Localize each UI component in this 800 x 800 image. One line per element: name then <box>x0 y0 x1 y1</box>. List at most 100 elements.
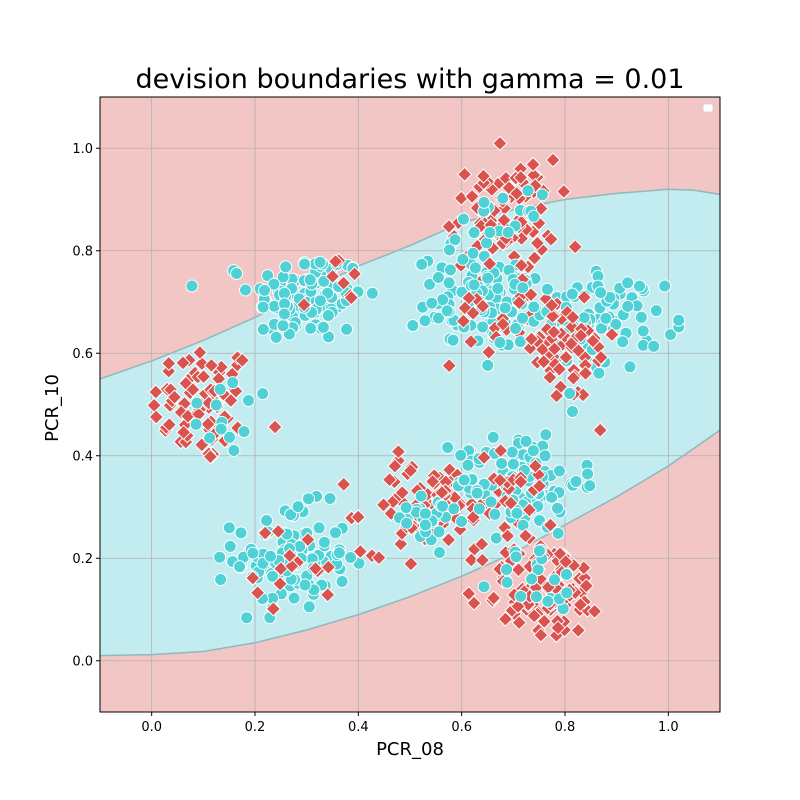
negative-point <box>200 416 216 432</box>
positive-point <box>214 573 228 586</box>
positive-point <box>483 226 497 239</box>
negative-point <box>535 353 552 370</box>
negative-point <box>543 231 559 247</box>
negative-point <box>546 324 562 340</box>
negative-point <box>527 458 544 474</box>
positive-point <box>246 546 260 560</box>
positive-point <box>443 243 456 257</box>
negative-point <box>544 308 561 325</box>
positive-point <box>454 448 468 462</box>
negative-point <box>526 250 543 266</box>
positive-point <box>472 502 486 516</box>
positive-point <box>633 279 646 293</box>
negative-point <box>195 368 212 385</box>
positive-point <box>226 376 240 390</box>
negative-point <box>441 218 457 235</box>
y-tick-label: 0.0 <box>72 654 93 669</box>
negative-point <box>545 152 561 168</box>
positive-point <box>540 282 554 296</box>
negative-point <box>234 352 251 369</box>
y-axis-ticks: 0.0 0.2 0.4 0.6 0.8 1.0 <box>72 142 100 669</box>
positive-point <box>583 479 597 493</box>
positive-point <box>230 267 244 280</box>
negative-point <box>508 185 525 202</box>
positive-point <box>436 499 449 513</box>
negative-point <box>320 559 337 575</box>
negative-point <box>343 289 360 306</box>
positive-point <box>264 549 277 563</box>
positive-point <box>448 233 462 247</box>
negative-point <box>513 474 529 490</box>
positive-point <box>484 495 498 509</box>
negative-point <box>475 298 491 314</box>
positive-point <box>457 473 471 487</box>
x-tick-label: 0.0 <box>141 720 162 735</box>
negative-point <box>512 169 529 186</box>
negative-point <box>525 156 541 173</box>
positive-point <box>516 518 530 532</box>
negative-point <box>466 595 482 611</box>
positive-point <box>442 276 456 290</box>
positive-point <box>516 311 529 325</box>
positive-point <box>329 526 342 540</box>
positive-point <box>649 304 663 318</box>
positive-point <box>489 531 503 545</box>
negative-point <box>161 355 177 372</box>
positive-point <box>510 506 524 520</box>
x-tick-label: 0.2 <box>245 720 266 735</box>
decision-boundary-lower <box>99 429 721 657</box>
positive-point <box>323 492 337 505</box>
positive-point <box>477 195 491 209</box>
chart-title: devision boundaries with gamma = 0.01 <box>135 64 684 95</box>
positive-point <box>538 449 552 463</box>
negative-point <box>350 509 366 525</box>
positive-point <box>436 293 450 307</box>
negative-point <box>175 424 192 441</box>
positive-point <box>423 277 437 291</box>
positive-point <box>672 313 686 327</box>
positive-point <box>365 286 379 300</box>
negative-point <box>393 536 409 552</box>
positive-point <box>535 188 549 202</box>
negative-point <box>296 297 312 313</box>
positive-point <box>509 322 523 335</box>
positive-point <box>213 382 227 396</box>
positive-point <box>313 294 327 308</box>
positive-point <box>551 501 564 515</box>
positive-point <box>467 226 481 239</box>
positive-point <box>581 467 595 481</box>
positive-point <box>519 434 533 448</box>
positive-point <box>276 319 290 333</box>
positive-point <box>298 257 311 271</box>
positive-point <box>457 212 470 226</box>
negative-point <box>463 333 479 350</box>
x-tick-label: 0.4 <box>348 720 369 735</box>
positive-point <box>213 550 227 564</box>
positive-point <box>634 310 648 324</box>
negative-point <box>492 442 509 459</box>
positive-point <box>418 314 432 328</box>
legend <box>702 103 714 113</box>
positive-point <box>316 320 330 334</box>
negative-point <box>523 331 540 347</box>
positive-point <box>539 428 553 442</box>
negative-point <box>550 620 566 636</box>
positive-point <box>525 572 539 586</box>
positive-point <box>433 546 446 559</box>
negative-point <box>513 257 530 274</box>
positive-point <box>425 296 439 310</box>
positive-point <box>441 441 455 454</box>
positive-point <box>400 516 414 530</box>
negative-point <box>492 472 508 489</box>
positive-point <box>240 611 254 625</box>
positive-point <box>621 276 635 290</box>
negative-point <box>203 357 220 374</box>
negative-point <box>543 297 560 314</box>
positive-point <box>214 422 228 436</box>
positive-point <box>553 464 566 478</box>
negative-point <box>474 536 490 552</box>
negative-point <box>402 462 419 479</box>
negative-point <box>441 357 457 374</box>
positive-point <box>237 425 251 439</box>
positive-point <box>344 551 358 564</box>
